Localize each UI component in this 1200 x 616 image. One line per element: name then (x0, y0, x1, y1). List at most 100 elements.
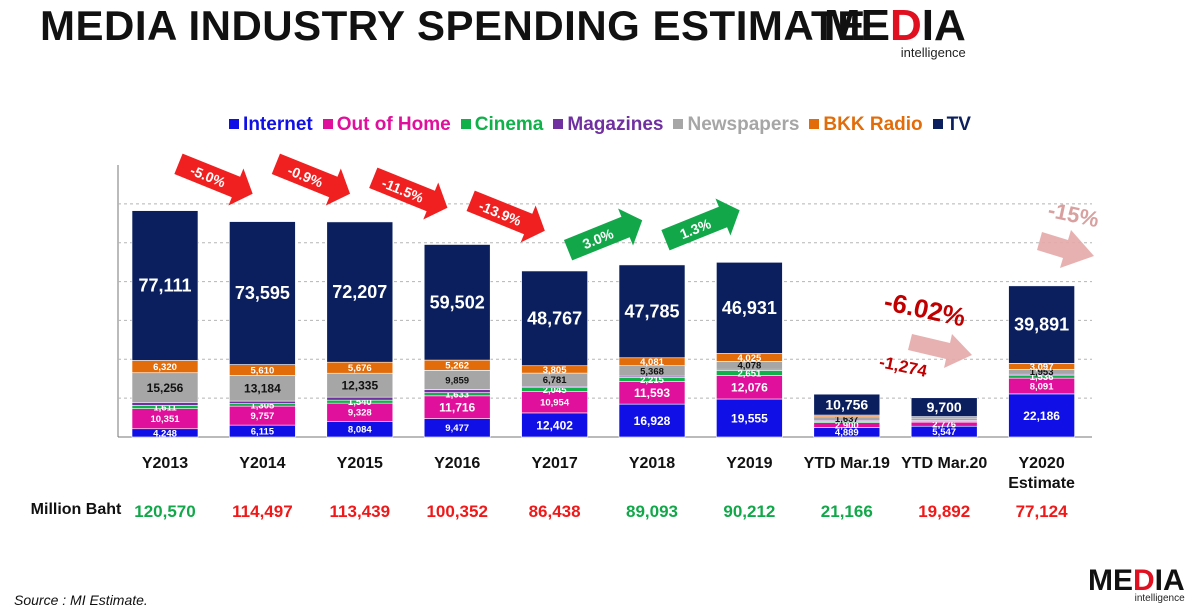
bar-segment-tv (813, 393, 881, 416)
data-label-cinema: 2,651 (738, 368, 762, 379)
data-label-out-of-home: 10,351 (150, 414, 180, 425)
chart-title: MEDIA INDUSTRY SPENDING ESTIMATE (40, 2, 866, 49)
ytd-change-amount-annotation: -1,274 (878, 352, 930, 381)
data-label-tv: 47,785 (624, 301, 679, 321)
legend-swatch (460, 119, 471, 129)
data-label-out-of-home: 11,593 (634, 386, 670, 400)
bar-segment-magazines (423, 389, 491, 393)
x-tick-label: YTD Mar.19 (804, 455, 890, 472)
legend-item-cinema: Cinema (460, 114, 544, 136)
bar-segment-tv (618, 264, 686, 359)
growth-arrow-up: 3.0% (563, 208, 643, 261)
x-tick-label: Estimate (1008, 475, 1075, 492)
data-label-out-of-home: 12,076 (731, 381, 768, 395)
legend-item-magazines: Magazines (553, 114, 663, 136)
data-label-out-of-home: 9,757 (251, 411, 275, 422)
x-tick-label: Y2019 (726, 455, 772, 472)
data-label-internet: 9,477 (445, 423, 469, 434)
total-label: 19,892 (918, 502, 970, 521)
data-label-newspapers: 5,368 (640, 366, 664, 377)
data-label-tv: 10,756 (825, 397, 868, 413)
arrow-shape (661, 198, 740, 251)
data-label-out-of-home: 11,716 (439, 401, 475, 415)
growth-arrow-down: -11.5% (369, 167, 448, 220)
legend-label: Internet (243, 114, 313, 135)
data-label-out-of-home: 10,954 (540, 398, 570, 409)
data-label-cinema: 1,611 (153, 402, 177, 413)
data-label-tv: 46,931 (722, 298, 777, 318)
legend-item-newspapers: Newspapers (673, 114, 799, 136)
arrow-shape (369, 167, 448, 220)
data-label-bkk-radio: 3,805 (543, 365, 567, 376)
bar-segment-tv (229, 221, 296, 365)
estimate-change-arrow (1037, 230, 1094, 268)
data-label-bkk-radio: 6,320 (153, 362, 177, 373)
legend-label: Out of Home (336, 114, 451, 135)
data-label-bkk-radio: 4,025 (738, 353, 762, 364)
total-label: 89,093 (626, 502, 678, 521)
data-label-tv: 9,700 (927, 399, 962, 415)
legend-swatch (809, 119, 820, 129)
data-label-internet: 8,084 (348, 425, 372, 436)
x-tick-label: Y2020 (1018, 455, 1064, 472)
data-label-out-of-home: 2,900 (835, 420, 859, 431)
data-label-bkk-radio: 5,610 (251, 365, 275, 376)
total-label: 77,124 (1016, 502, 1069, 521)
data-label-internet: 19,555 (731, 411, 768, 425)
data-label-cinema: 1,536 (1030, 372, 1054, 383)
data-label-internet: 4,248 (153, 428, 177, 439)
growth-arrow-up: 1.3% (661, 198, 740, 251)
estimate-change-percent: -15% (1046, 197, 1101, 232)
bar-segment-newspapers (229, 375, 296, 402)
legend-swatch (932, 119, 943, 129)
total-label: 86,438 (529, 502, 581, 521)
x-tick-label: Y2013 (142, 455, 188, 472)
data-label-bkk-radio: 4,081 (640, 357, 664, 368)
bar-segment-tv (131, 210, 199, 361)
bar-segment-magazines (229, 400, 296, 404)
arrow-shape (563, 208, 643, 261)
data-label-cinema: 1,540 (348, 397, 372, 408)
bar-segment-tv (326, 221, 394, 363)
bar-segment-tv (423, 244, 491, 361)
legend-item-out-of-home: Out of Home (322, 114, 451, 136)
legend-label: TV (946, 114, 971, 135)
bar-segment-magazines (326, 396, 394, 401)
growth-arrow-down: -13.9% (466, 190, 545, 243)
data-label-tv: 39,891 (1014, 315, 1069, 335)
legend-label: Cinema (474, 114, 544, 135)
bar-segment-tv (1008, 285, 1075, 364)
ytd-change-amount: -1,274 (878, 352, 930, 381)
data-label-newspapers: 6,781 (543, 375, 567, 386)
bar-segment-tv (716, 262, 783, 354)
data-label-newspapers: 9,859 (445, 375, 469, 386)
bar-segment-internet (1008, 393, 1075, 438)
legend-swatch (229, 119, 240, 129)
total-label: 113,439 (330, 502, 391, 521)
data-label-out-of-home: 9,328 (348, 408, 372, 419)
total-label: 100,352 (426, 502, 487, 521)
data-label-newspapers: 1,953 (1030, 367, 1054, 378)
total-label: 114,497 (232, 502, 293, 521)
legend-swatch (322, 119, 333, 129)
data-label-out-of-home: 8,091 (1030, 381, 1054, 392)
source-note: Source : MI Estimate. (14, 592, 148, 608)
total-label: 90,212 (723, 502, 775, 521)
growth-arrow-down: -5.0% (174, 153, 253, 206)
legend-label: Magazines (567, 114, 664, 135)
data-label-bkk-radio: 5,676 (348, 363, 372, 374)
data-label-internet: 4,889 (835, 428, 859, 439)
data-label-cinema: 2,045 (543, 385, 567, 396)
growth-arrow-down: -0.9% (271, 153, 351, 206)
data-label-cinema: 1,633 (445, 390, 469, 401)
data-label-tv: 77,111 (138, 276, 191, 296)
legend-swatch (553, 119, 564, 129)
legend-label: BKK Radio (823, 114, 923, 135)
arrow-shape (174, 153, 253, 206)
data-label-internet: 16,928 (634, 414, 671, 428)
